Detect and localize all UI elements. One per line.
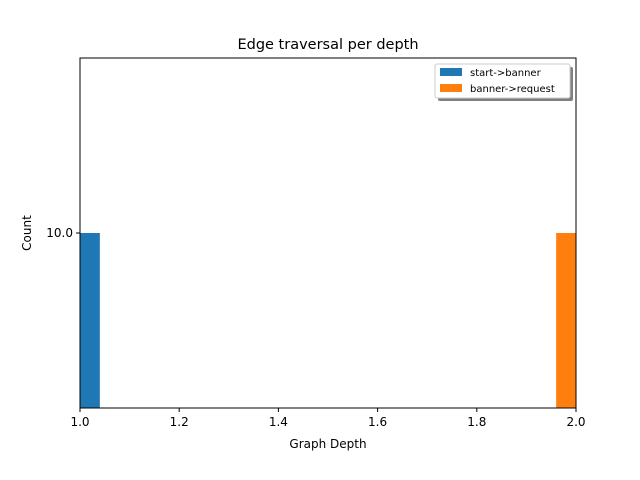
y-tick-label: 10.0 (46, 226, 73, 240)
x-tick-label: 2.0 (566, 415, 585, 429)
bars-layer (80, 233, 576, 408)
bar-banner-request (556, 233, 576, 408)
legend-label: banner->request (470, 84, 555, 95)
chart-title: Edge traversal per depth (237, 37, 418, 53)
x-tick-label: 1.6 (368, 415, 387, 429)
y-axis: 10.0 (46, 226, 80, 240)
y-axis-title: Count (20, 215, 34, 251)
legend-box (434, 63, 571, 99)
x-axis-title: Graph Depth (289, 437, 366, 451)
legend-swatch (440, 68, 462, 76)
legend-items: start->banner banner->request (440, 68, 555, 95)
legend: start->banner banner->request (434, 63, 573, 101)
bar-start-banner (80, 233, 100, 408)
x-axis: 1.0 1.2 1.4 1.6 1.8 2.0 (70, 408, 586, 429)
x-tick-label: 1.0 (70, 415, 89, 429)
x-tick-label: 1.4 (269, 415, 288, 429)
x-tick-label: 1.8 (467, 415, 486, 429)
legend-label: start->banner (470, 68, 542, 79)
legend-swatch (440, 84, 462, 92)
x-tick-label: 1.2 (170, 415, 189, 429)
